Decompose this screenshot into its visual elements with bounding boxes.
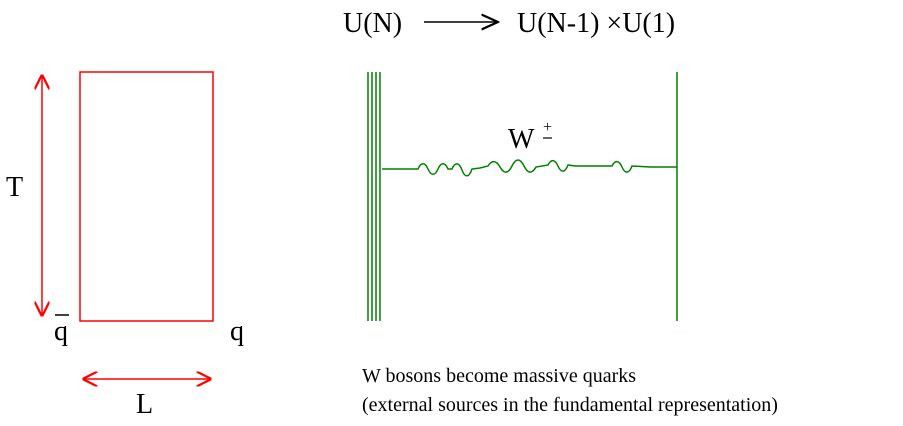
title-right-text: U(N-1) ×U(1) [517,8,675,39]
w-boson-charge: + [543,119,552,136]
caption-line-2: (external sources in the fundamental rep… [362,394,778,416]
title-left-text: U(N) [343,8,402,39]
label-L: L [136,389,153,420]
label-T: T [6,172,23,203]
w-boson-label: W [508,124,535,155]
wilson-loop-rectangle [79,71,214,322]
label-quark: q [230,316,244,347]
w-boson-string [382,159,677,177]
label-antiquark: q [54,316,68,347]
brane-stack [367,72,381,321]
caption-line-1: W bosons become massive quarks [362,365,636,387]
